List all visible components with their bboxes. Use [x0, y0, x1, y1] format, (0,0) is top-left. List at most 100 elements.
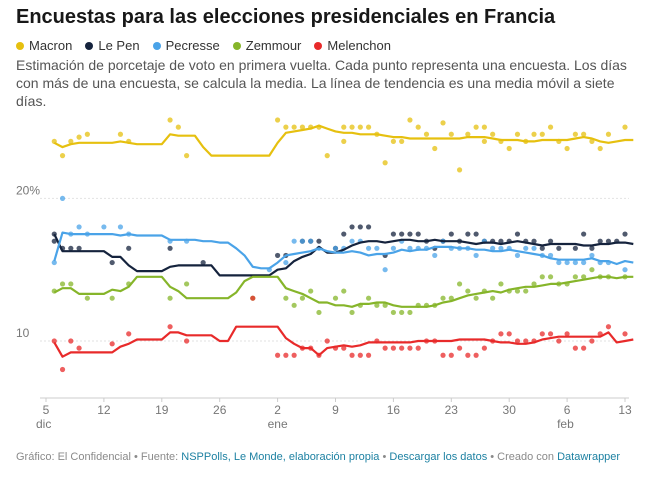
- poll-point-macron: [481, 138, 487, 144]
- trend-line-zemmour: [53, 275, 634, 308]
- poll-point-macron: [465, 131, 471, 137]
- legend-label-pecresse: Pecresse: [165, 38, 220, 53]
- x-tick-label: 9: [332, 403, 339, 417]
- poll-point-zemmour: [547, 274, 554, 280]
- poll-point-macron: [365, 124, 372, 130]
- poll-point-macron: [59, 153, 66, 159]
- poll-point-pecresse: [523, 245, 529, 251]
- footer-separator: •: [379, 451, 390, 463]
- poll-point-macron: [597, 145, 603, 152]
- footer-datawrapper-link[interactable]: Datawrapper: [557, 451, 621, 463]
- poll-point-zemmour: [572, 274, 578, 280]
- poll-point-macron: [399, 138, 405, 144]
- trend-line-macron: [53, 124, 634, 157]
- x-tick-label: 19: [155, 403, 169, 417]
- footer-separator: •: [487, 451, 498, 463]
- x-tick-label: 13: [618, 403, 632, 417]
- legend-dot-macron: [16, 41, 24, 50]
- footer-separator: •: [130, 451, 141, 463]
- poll-point-pecresse: [581, 259, 587, 266]
- poll-point-pecresse: [514, 252, 521, 259]
- poll-point-melenchon: [283, 352, 289, 358]
- poll-point-zemmour: [308, 288, 314, 294]
- legend-label-melenchon: Melenchon: [327, 38, 391, 53]
- poll-point-melenchon: [341, 345, 347, 351]
- poll-point-macron: [291, 124, 297, 130]
- poll-point-melenchon: [382, 345, 388, 351]
- poll-point-melenchon: [275, 352, 281, 358]
- poll-point-pecresse: [432, 252, 438, 259]
- trend-line-le-pen: [53, 233, 634, 277]
- poll-point-melenchon: [498, 331, 504, 337]
- poll-point-zemmour: [283, 295, 289, 301]
- poll-point-le-pen: [605, 238, 612, 244]
- poll-point-zemmour: [316, 309, 322, 316]
- poll-point-macron: [283, 124, 289, 130]
- poll-point-melenchon: [167, 324, 173, 330]
- trend-line-melenchon: [53, 325, 634, 358]
- poll-point-le-pen: [316, 238, 322, 244]
- poll-point-le-pen: [572, 245, 578, 251]
- poll-point-zemmour: [167, 295, 173, 301]
- poll-point-macron: [167, 117, 173, 123]
- poll-point-pecresse: [291, 238, 297, 244]
- footer: Gráfico: El Confidencial • Fuente: NSPPo…: [16, 451, 620, 463]
- legend-label-zemmour: Zemmour: [245, 38, 302, 53]
- poll-point-le-pen: [556, 245, 562, 251]
- footer-source-label: Fuente:: [140, 451, 182, 463]
- poll-point-melenchon: [448, 352, 454, 358]
- poll-point-melenchon: [456, 345, 463, 351]
- trend-line-pecresse: [53, 231, 634, 270]
- poll-point-zemmour: [374, 302, 380, 308]
- poll-point-macron: [481, 124, 487, 130]
- poll-point-melenchon: [622, 331, 628, 337]
- poll-point-macron: [448, 131, 454, 137]
- poll-point-melenchon: [51, 338, 57, 344]
- poll-point-le-pen: [126, 245, 132, 251]
- poll-point-zemmour: [399, 309, 405, 316]
- poll-point-le-pen: [531, 238, 537, 244]
- poll-point-macron: [564, 145, 570, 152]
- poll-point-macron: [84, 131, 90, 137]
- poll-point-zemmour: [589, 267, 595, 273]
- poll-point-melenchon: [539, 331, 545, 337]
- poll-point-melenchon: [349, 352, 355, 358]
- poll-point-zemmour: [291, 302, 297, 308]
- x-tick-label: 12: [97, 403, 111, 417]
- poll-point-macron: [514, 131, 521, 137]
- poll-point-pecresse: [101, 224, 107, 230]
- poll-point-melenchon: [365, 352, 372, 358]
- poll-point-le-pen: [597, 238, 603, 244]
- poll-point-macron: [341, 138, 347, 144]
- poll-point-le-pen: [390, 231, 396, 237]
- chart-title: Encuestas para las elecciones presidenci…: [16, 6, 556, 28]
- poll-point-pecresse: [374, 245, 380, 251]
- poll-point-le-pen: [365, 224, 372, 230]
- poll-point-macron: [299, 124, 306, 130]
- poll-point-macron: [275, 117, 281, 123]
- poll-point-zemmour: [539, 274, 545, 280]
- y-tick-label: 20%: [16, 183, 40, 197]
- poll-point-le-pen: [581, 231, 587, 237]
- poll-point-le-pen: [498, 238, 504, 244]
- poll-point-melenchon: [564, 331, 570, 337]
- poll-point-macron: [531, 131, 537, 137]
- poll-point-macron: [539, 131, 545, 137]
- poll-point-zemmour: [84, 295, 90, 301]
- poll-point-le-pen: [407, 231, 413, 237]
- chart-description: Estimación de porcetaje de voto en prime…: [16, 57, 627, 109]
- poll-point-pecresse: [299, 238, 306, 244]
- footer-download-link[interactable]: Descargar los datos: [389, 451, 488, 463]
- poll-point-zemmour: [299, 295, 306, 301]
- poll-point-le-pen: [514, 231, 521, 237]
- poll-point-melenchon: [390, 345, 396, 351]
- poll-point-pecresse: [382, 267, 388, 273]
- poll-point-zemmour: [498, 281, 504, 287]
- poll-point-pecresse: [76, 224, 82, 230]
- legend-item-pecresse: Pecresse: [152, 38, 220, 53]
- poll-point-zemmour: [365, 295, 372, 301]
- footer-source-link[interactable]: NSPPolls, Le Monde, elaboración propia: [181, 451, 380, 463]
- poll-point-le-pen: [76, 245, 82, 251]
- poll-point-le-pen: [200, 259, 206, 266]
- poll-point-melenchon: [473, 352, 479, 358]
